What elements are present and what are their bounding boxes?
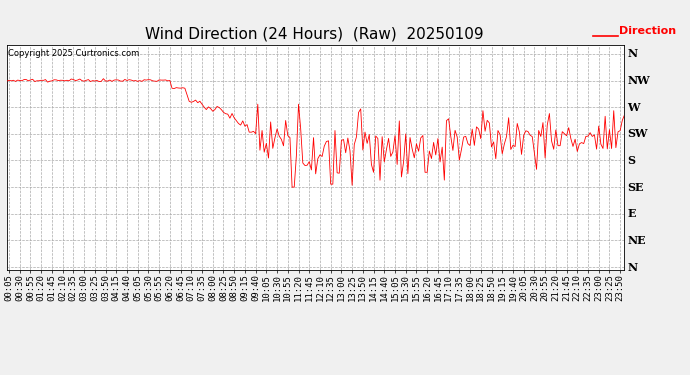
Text: W: W	[627, 102, 640, 112]
Text: Wind Direction (24 Hours)  (Raw)  20250109: Wind Direction (24 Hours) (Raw) 20250109	[145, 26, 483, 41]
Text: Copyright 2025 Curtronics.com: Copyright 2025 Curtronics.com	[8, 50, 139, 58]
Text: E: E	[627, 208, 636, 219]
Text: NE: NE	[627, 235, 646, 246]
Text: NW: NW	[627, 75, 650, 86]
Text: Direction: Direction	[619, 26, 676, 36]
Text: S: S	[627, 155, 635, 166]
Text: N: N	[627, 261, 638, 273]
Text: SE: SE	[627, 182, 644, 193]
Text: N: N	[627, 48, 638, 59]
Text: SW: SW	[627, 128, 648, 140]
